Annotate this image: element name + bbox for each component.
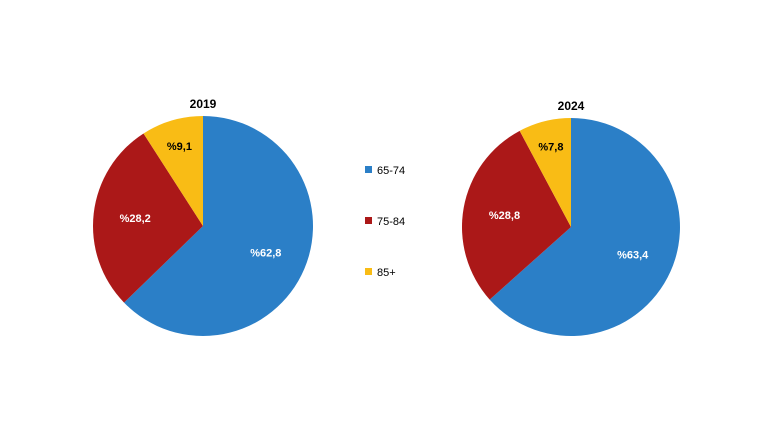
legend-swatch-75-84	[365, 217, 372, 224]
pie-slice-65-74	[124, 116, 314, 336]
legend-label-75-84: 75-84	[377, 216, 405, 228]
legend: 65-74 75-84 85+	[365, 165, 405, 279]
slice-label-85-plus: %7,8	[538, 142, 563, 154]
pie-title-2024: 2024	[558, 99, 585, 113]
pie-chart-2024: 2024 %63,4 %28,8 %7,8	[461, 99, 680, 336]
slice-label-75-84: %28,8	[489, 210, 520, 222]
legend-label-85-plus: 85+	[377, 267, 396, 279]
pie-slice-75-84	[93, 133, 203, 303]
legend-swatch-85-plus	[365, 268, 372, 275]
pie-title-2019: 2019	[190, 97, 217, 111]
pie-slice-85-plus	[143, 116, 203, 226]
slice-label-65-74: %62,8	[250, 248, 281, 260]
pie-chart-2019: 2019 %62,8 %28,2 %9,1	[93, 97, 314, 336]
pie-slice-75-84	[461, 130, 571, 300]
slice-label-85-plus: %9,1	[167, 141, 192, 153]
slice-label-75-84: %28,2	[120, 213, 151, 225]
pie-slice-85-plus	[519, 118, 571, 227]
legend-swatch-65-74	[365, 166, 372, 173]
legend-label-65-74: 65-74	[377, 165, 405, 177]
pie-slice-65-74	[489, 118, 680, 336]
slice-label-65-74: %63,4	[617, 250, 649, 262]
